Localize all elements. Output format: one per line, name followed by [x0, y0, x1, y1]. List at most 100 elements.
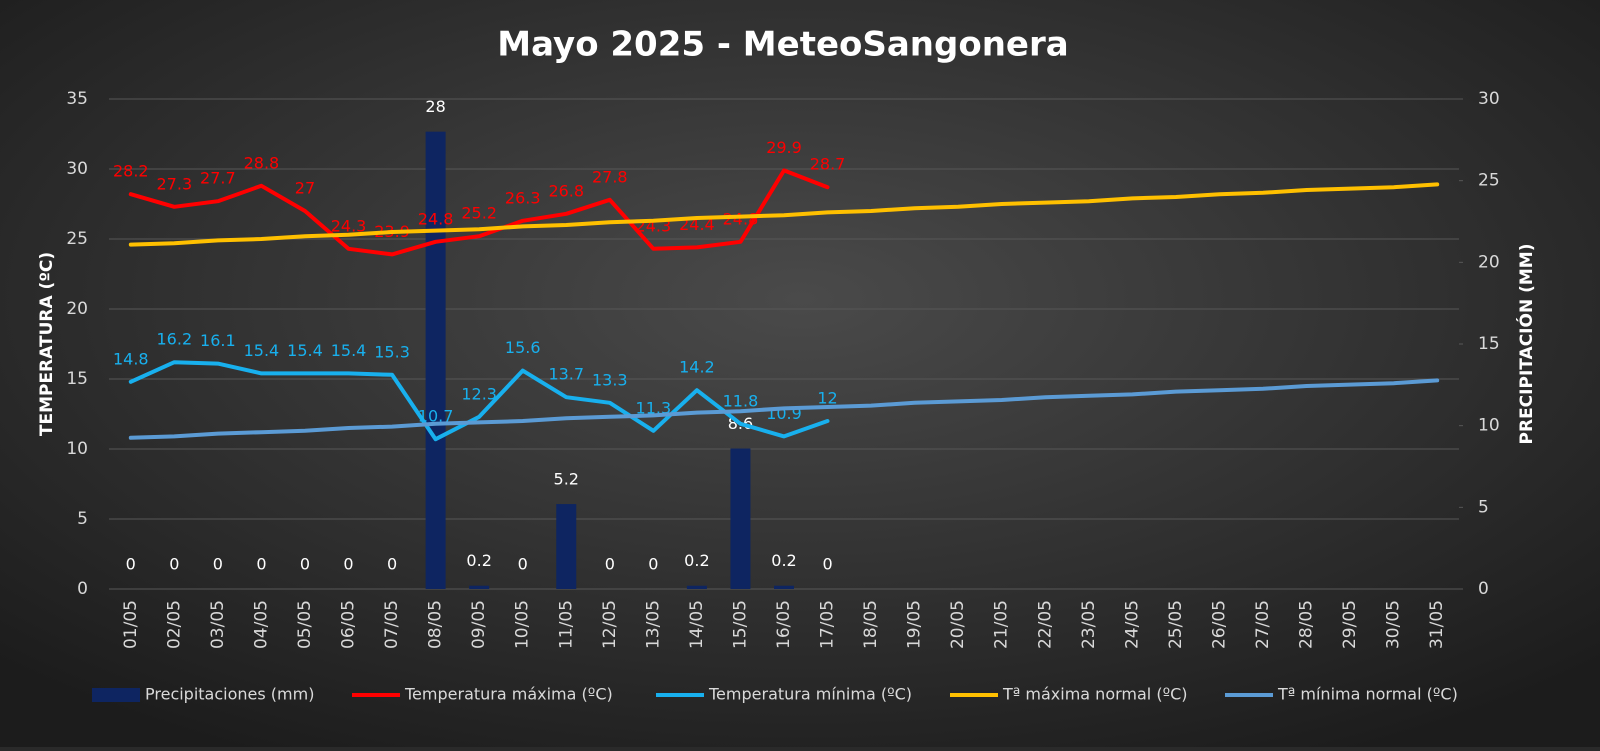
data-label: 16.2	[157, 330, 193, 349]
x-tick-label: 08/05	[426, 600, 446, 649]
chart-title: Mayo 2025 - MeteoSangonera	[497, 25, 1068, 65]
data-label: 24.8	[723, 209, 759, 228]
y2-tick-label: 5	[1478, 497, 1489, 517]
x-tick-label: 28/05	[1297, 600, 1317, 649]
data-label: 5.2	[554, 470, 579, 489]
data-label: 16.1	[200, 331, 236, 350]
x-tick-label: 21/05	[992, 600, 1012, 649]
x-tick-label: 31/05	[1427, 600, 1447, 649]
data-label: 26.3	[505, 188, 541, 207]
data-label: 15.4	[244, 341, 280, 360]
x-tick-label: 11/05	[556, 600, 576, 649]
data-label: 27	[295, 179, 315, 198]
x-tick-label: 14/05	[687, 600, 707, 649]
x-tick-label: 23/05	[1079, 600, 1099, 649]
data-label: 12.3	[461, 384, 497, 403]
y2-tick-label: 0	[1478, 579, 1489, 599]
x-tick-label: 07/05	[382, 600, 402, 649]
y-tick-label: 0	[77, 579, 88, 599]
y-tick-label: 30	[66, 159, 88, 179]
data-label: 14.2	[679, 358, 715, 377]
data-label: 0.2	[771, 551, 796, 570]
x-tick-label: 30/05	[1384, 600, 1404, 649]
x-tick-label: 01/05	[121, 600, 141, 649]
x-tick-label: 19/05	[905, 600, 925, 649]
data-label: 28	[425, 97, 445, 116]
bar	[425, 131, 446, 589]
data-label: 26.8	[548, 181, 584, 200]
data-label: 14.8	[113, 349, 149, 368]
y-tick-label: 10	[66, 439, 88, 459]
y2-tick-label: 15	[1478, 334, 1500, 354]
data-label: 0	[300, 555, 310, 574]
data-label: 27.7	[200, 169, 236, 188]
bar	[686, 585, 707, 589]
y2-tick-label: 20	[1478, 252, 1500, 272]
x-tick-label: 24/05	[1122, 600, 1142, 649]
data-label: 25.2	[461, 204, 497, 223]
bar	[556, 504, 577, 589]
data-label: 13.7	[548, 365, 584, 384]
x-tick-label: 15/05	[730, 600, 750, 649]
legend-swatch	[92, 688, 140, 702]
data-label: 11.3	[636, 398, 672, 417]
line	[128, 168, 830, 257]
legend-label: Temperatura mínima (ºC)	[708, 685, 912, 704]
x-tick-label: 12/05	[600, 600, 620, 649]
data-label: 24.3	[331, 216, 367, 235]
y-axis-title: TEMPERATURA (ºC)	[37, 252, 57, 436]
data-label: 0	[518, 555, 528, 574]
data-label: 13.3	[592, 370, 628, 389]
legend-label: Precipitaciones (mm)	[145, 685, 314, 704]
data-label: 28.7	[810, 155, 846, 174]
line	[128, 182, 1440, 247]
data-label: 15.6	[505, 338, 541, 357]
x-tick-label: 27/05	[1253, 600, 1273, 649]
data-label: 11.8	[723, 391, 759, 410]
y2-tick-label: 30	[1478, 89, 1500, 109]
data-label: 0	[213, 555, 223, 574]
x-tick-label: 18/05	[861, 600, 881, 649]
y2-tick-label: 25	[1478, 171, 1500, 191]
x-tick-label: 29/05	[1340, 600, 1360, 649]
x-tick-label: 25/05	[1166, 600, 1186, 649]
data-label: 12	[817, 389, 837, 408]
data-label: 0	[343, 555, 353, 574]
data-label: 10.7	[418, 407, 454, 426]
data-label: 0	[822, 555, 832, 574]
x-tick-label: 16/05	[774, 600, 794, 649]
data-label: 0.2	[466, 551, 491, 570]
x-tick-label: 22/05	[1035, 600, 1055, 649]
data-label: 0.2	[684, 551, 709, 570]
x-tick-label: 20/05	[948, 600, 968, 649]
bar	[774, 585, 794, 589]
x-tick-label: 02/05	[164, 600, 184, 649]
y-tick-label: 35	[66, 89, 88, 109]
data-label: 27.8	[592, 167, 628, 186]
x-tick-label: 17/05	[818, 600, 838, 649]
x-tick-label: 13/05	[643, 600, 663, 649]
legend-label: Tª máxima normal (ºC)	[1002, 685, 1188, 704]
x-tick-label: 09/05	[469, 600, 489, 649]
x-tick-label: 06/05	[339, 600, 359, 649]
data-label: 15.4	[331, 341, 367, 360]
data-label: 29.9	[766, 138, 802, 157]
y-tick-label: 15	[66, 369, 88, 389]
data-label: 15.4	[287, 341, 323, 360]
legend-label: Temperatura máxima (ºC)	[404, 685, 613, 704]
data-label: 0	[387, 555, 397, 574]
x-tick-label: 10/05	[513, 600, 533, 649]
data-label: 28.8	[244, 153, 280, 172]
data-label: 28.2	[113, 162, 149, 181]
y-tick-label: 5	[77, 509, 88, 529]
bar	[469, 585, 490, 589]
x-tick-label: 04/05	[251, 600, 271, 649]
line	[128, 378, 1440, 440]
y2-tick-label: 10	[1478, 416, 1500, 436]
data-label: 0	[126, 555, 136, 574]
data-label: 24.8	[418, 209, 454, 228]
data-label: 27.3	[157, 174, 193, 193]
y-tick-label: 20	[66, 299, 88, 319]
bar	[730, 448, 751, 589]
